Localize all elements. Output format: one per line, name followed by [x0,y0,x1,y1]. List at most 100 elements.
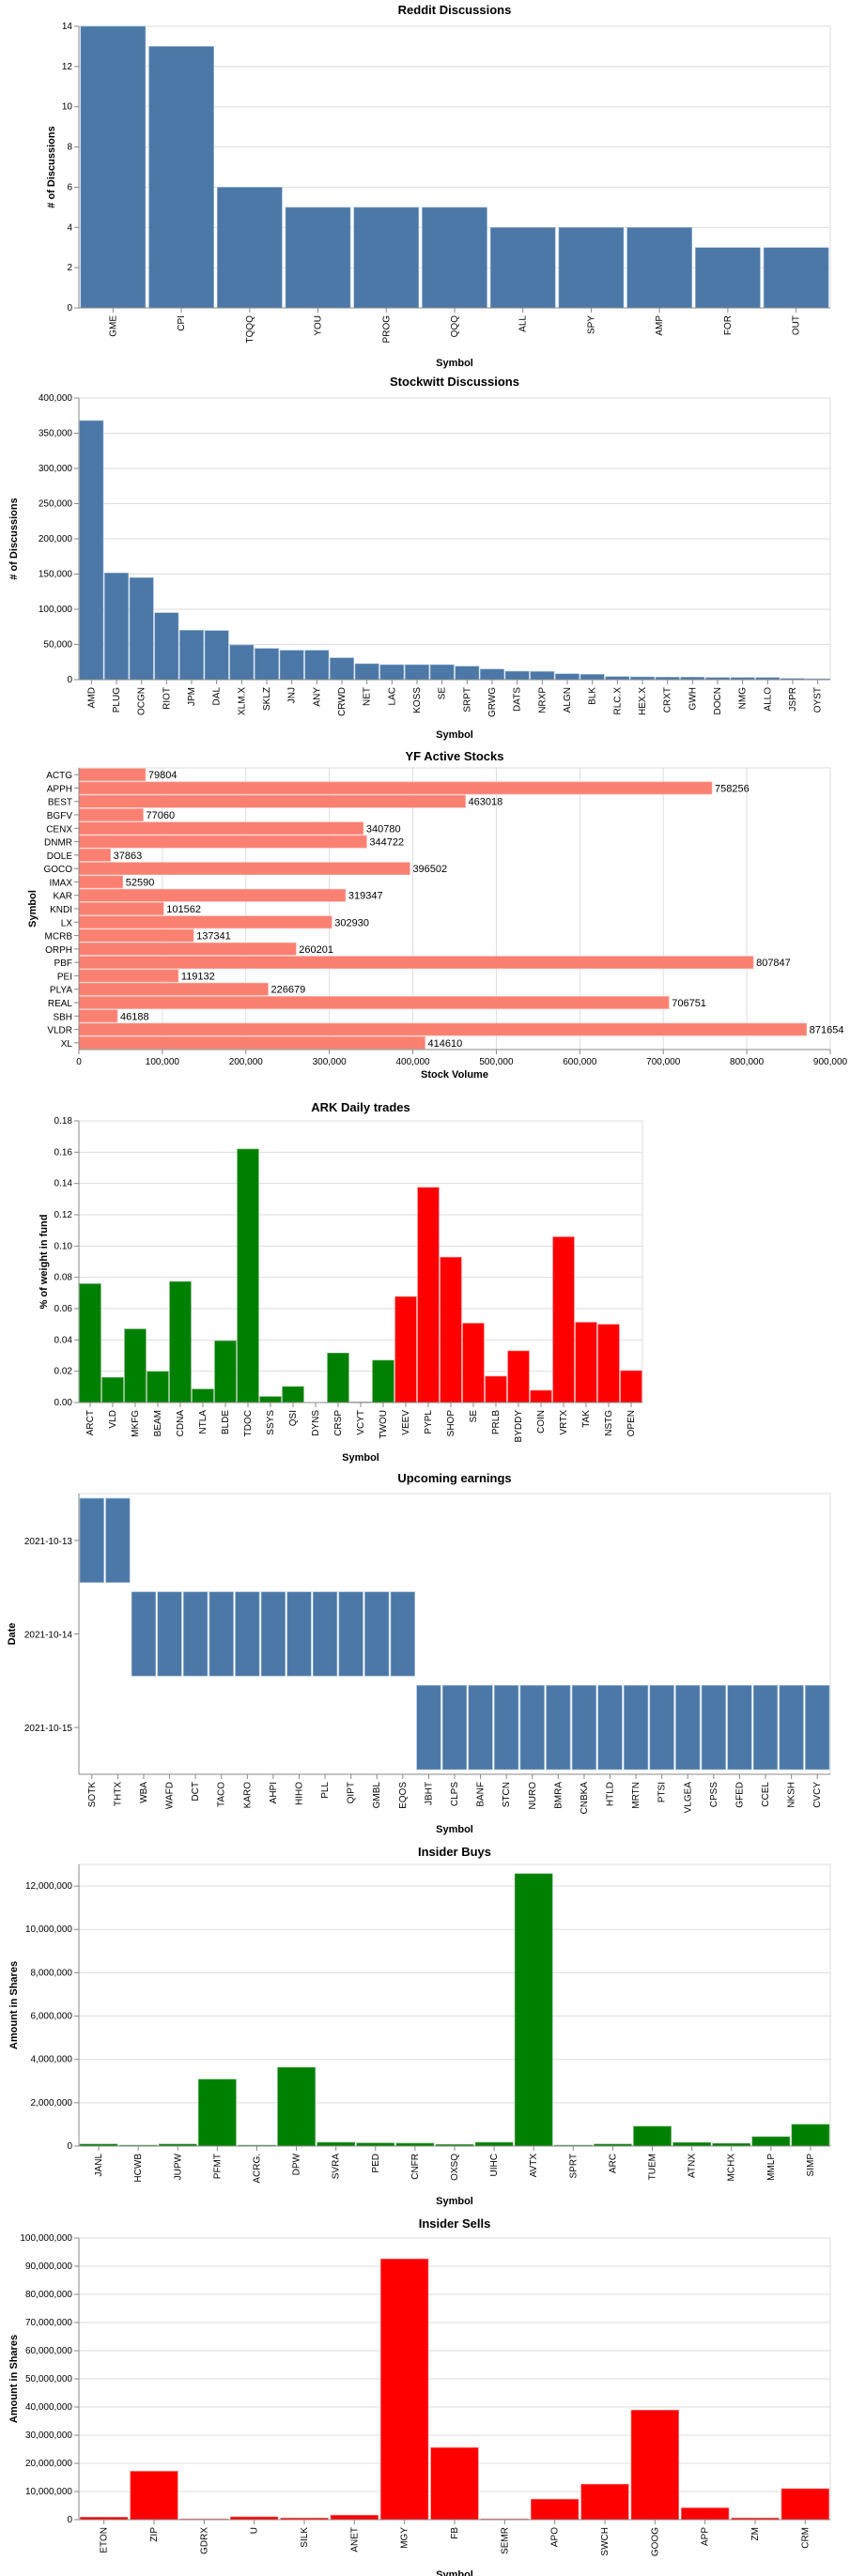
x-tick-label: JANL [94,2154,104,2177]
x-tick-label: RIOT [162,687,172,710]
bar-PLYA [78,982,269,996]
bar-VLD [101,1377,124,1403]
y-tick-label: 2021-10-15 [24,1724,73,1734]
cell-GMBL [364,1591,390,1677]
y-tick-label: 100,000 [39,605,73,615]
bar-GME [80,25,147,309]
x-tick-label: MKFG [131,1410,141,1437]
x-axis-title: Symbol [436,1824,473,1835]
cell-GFED [727,1685,752,1771]
bar-FOR [695,247,761,309]
x-tick-label: MCHX [727,2154,737,2182]
y-axis-title: # of Discussions [8,498,20,579]
x-tick-label: TUEM [648,2154,658,2180]
chart-title: Insider Sells [419,2216,491,2231]
x-tick-label: SEMR [500,2527,510,2554]
x-tick-label: SWCH [600,2527,610,2556]
y-tick-label: 350,000 [39,429,73,439]
y-tick-label: 6 [67,182,72,192]
bar-JPM [179,630,204,681]
y-tick-label: BEST [48,798,72,808]
cell-EQOS [390,1591,415,1677]
chart-title: YF Active Stocks [405,749,503,763]
data-label: 37863 [114,851,143,862]
y-tick-label: 100,000,000 [20,2233,72,2244]
y-axis-title: Amount in Shares [8,2335,20,2423]
data-label: 396502 [412,864,447,875]
bar-BGFV [78,808,144,821]
cell-HTLD [597,1685,623,1771]
bar-DPW [277,2066,316,2147]
bar-DNMR [78,835,367,849]
x-tick-label: GME [108,315,118,337]
bar-APPH [78,781,713,795]
bar-XL [78,1035,425,1050]
bar-ORPH [78,942,297,956]
x-tick-label: GMBL [372,1782,382,1809]
bar-DOLE [78,848,111,862]
cell-TACO [209,1591,234,1677]
y-tick-label: 0.02 [54,1367,73,1377]
bar-CDNA [169,1280,192,1403]
x-tick-label: CRSP [333,1410,344,1436]
data-label: 226679 [270,985,305,996]
bar-PFMT [198,2078,237,2147]
x-tick-label: VCYT [356,1410,366,1435]
x-tick-label: 800,000 [730,1057,765,1067]
x-tick-label: FOR [723,315,734,335]
x-tick-label: AMP [655,315,665,336]
x-axis-title: Symbol [436,2569,473,2576]
y-tick-label: 40,000,000 [25,2402,72,2413]
x-tick-label: UIHC [489,2154,500,2176]
cell-DCT [183,1591,209,1677]
x-tick-label: CLPS [450,1782,460,1806]
cell-WBA [131,1591,157,1677]
y-tick-label: SBH [53,1012,72,1022]
x-tick-label: WBA [139,1782,149,1803]
x-tick-label: COIN [536,1410,547,1434]
bar-MGY [380,2258,429,2521]
x-tick-label: U [250,2527,260,2534]
x-tick-label: RLC.X [612,687,623,715]
x-tick-label: ATNX [688,2154,698,2178]
cell-MRTN [624,1685,649,1771]
y-tick-label: 80,000,000 [25,2290,72,2300]
data-label: 137341 [196,931,231,943]
x-tick-label: SIMP [806,2154,816,2177]
x-tick-label: KARO [242,1782,253,1809]
x-tick-label: JSPR [788,687,798,712]
x-tick-label: XLM.X [237,687,247,715]
bar-BLDE [214,1341,237,1403]
bar-REAL [78,996,670,1009]
x-tick-label: SE [469,1410,479,1423]
y-axis-title: Amount in Shares [8,1961,20,2049]
chart-title: Stockwitt Discussions [390,375,519,389]
bar-SWCH [580,2483,629,2521]
x-tick-label: YOU [314,315,324,336]
data-label: 101562 [166,904,201,915]
x-tick-label: OXSQ [450,2154,460,2181]
x-tick-label: TWOU [379,1410,389,1439]
y-tick-label: REAL [48,999,73,1009]
cell-QIPT [338,1591,363,1677]
x-axis-title: Symbol [342,1452,379,1464]
data-label: 46188 [120,1011,149,1022]
x-tick-label: AVTX [529,2154,539,2178]
x-tick-label: PLUG [112,687,122,713]
x-tick-label: BYDDY [514,1410,524,1443]
x-tick-label: APO [550,2527,561,2547]
x-tick-label: ACRG. [252,2154,262,2184]
x-tick-label: AMD [86,687,97,708]
data-label: 260201 [299,944,333,956]
cell-CPSS [701,1685,726,1771]
x-tick-label: TAK [581,1410,592,1428]
bar-GOOG [630,2410,679,2521]
x-tick-label: TDOC [243,1410,254,1436]
x-tick-label: PTSI [657,1782,668,1802]
cell-CNBKA [571,1685,597,1771]
x-tick-label: JNJ [287,687,298,703]
x-tick-label: QSI [288,1410,299,1426]
x-tick-label: HEX.X [638,687,648,715]
y-tick-label: 0.18 [54,1116,73,1127]
bar-PYPL [417,1187,440,1403]
